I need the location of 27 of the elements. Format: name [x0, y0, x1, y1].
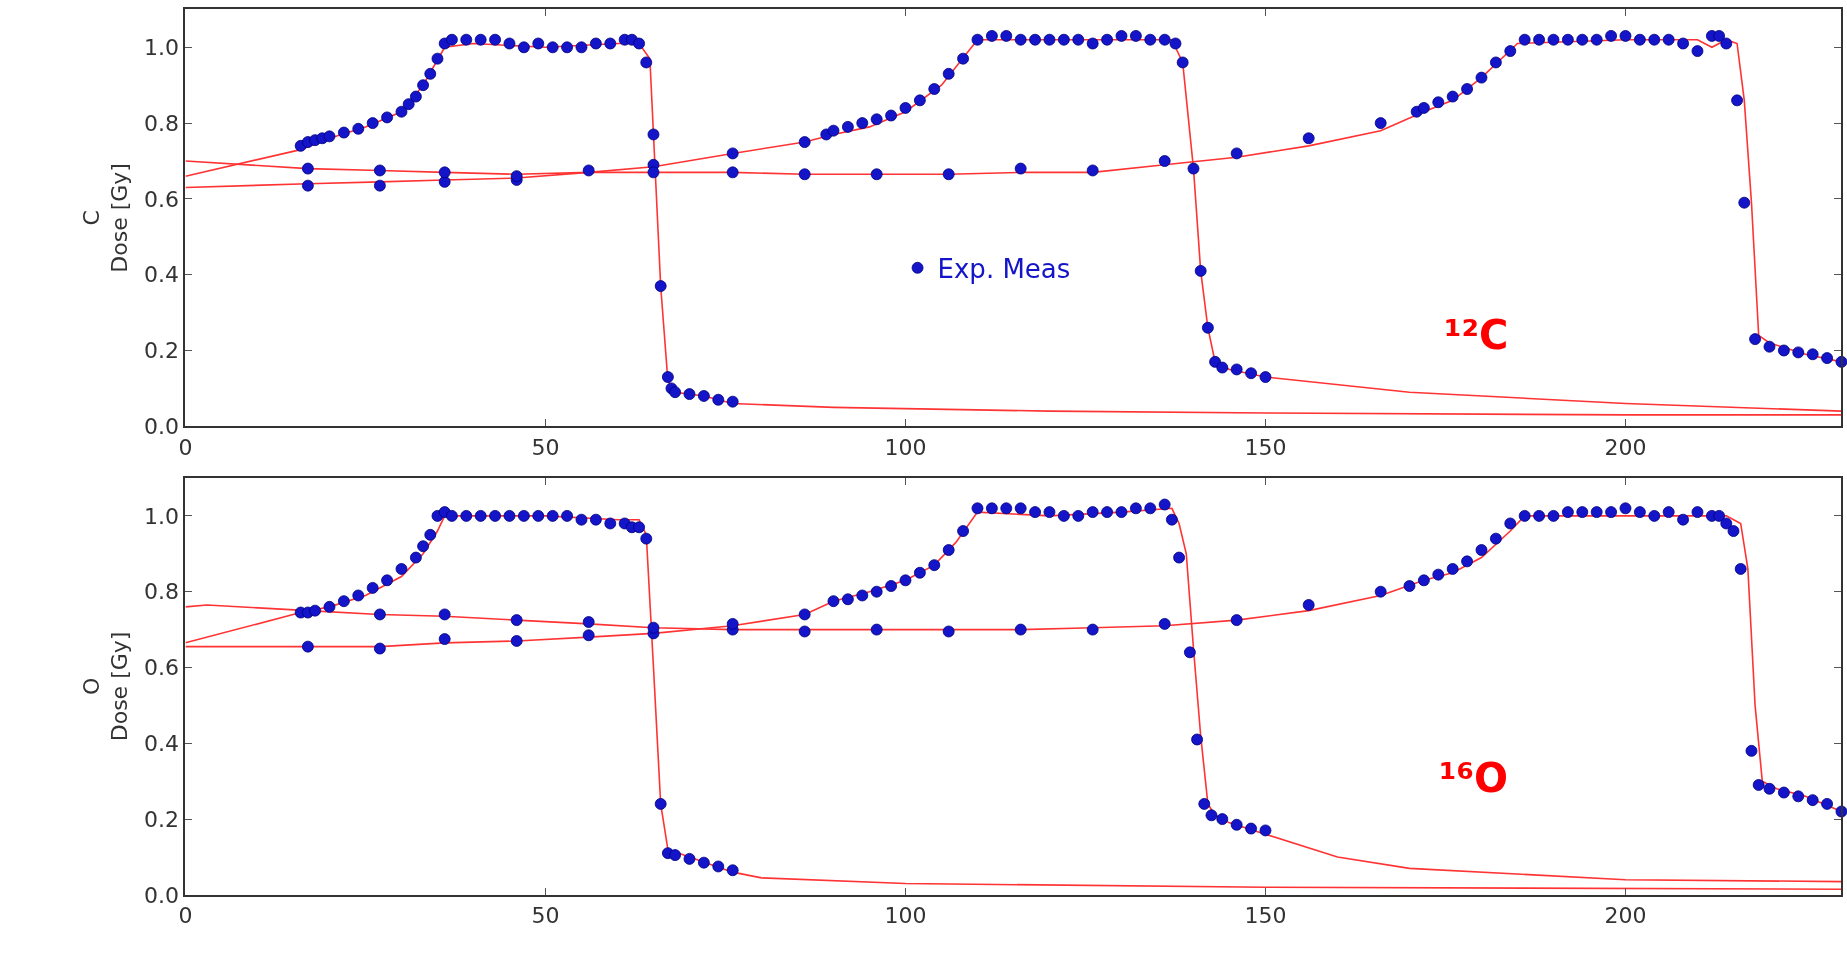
y-axis-title: C Dose [Gy] [78, 163, 133, 273]
x-tick-label: 50 [531, 434, 560, 460]
y-tick-label: 0.0 [144, 413, 180, 439]
x-tick-label: 0 [178, 434, 193, 460]
y-tick-label: 0.0 [144, 882, 180, 908]
x-tick-label: 150 [1244, 434, 1287, 460]
y-tick-label: 0.8 [144, 579, 180, 605]
x-tick-label: 0 [178, 903, 193, 929]
x-tick-label: 100 [884, 434, 927, 460]
y-tick-label: 0.6 [144, 186, 180, 212]
x-tick-label: 100 [884, 903, 927, 929]
y-tick-label: 0.4 [144, 730, 180, 756]
y-tick-label: 0.2 [144, 338, 180, 364]
y-tick-label: 0.4 [144, 262, 180, 288]
y-tick-label: 1.0 [144, 503, 180, 529]
y-tick-label: 1.0 [144, 35, 180, 60]
y-tick-label: 0.2 [144, 806, 180, 832]
y-tick-label: 0.8 [144, 110, 180, 136]
x-tick-label: 150 [1244, 903, 1287, 929]
x-tick-label: 200 [1604, 434, 1647, 460]
y-axis-title: O Dose [Gy] [78, 631, 133, 742]
annotation: ¹²C [1444, 312, 1509, 358]
x-tick-label: 200 [1604, 903, 1647, 929]
x-tick-label: 50 [531, 903, 560, 929]
legend-label: Exp. Meas [937, 253, 1071, 284]
annotation: ¹⁶O [1439, 755, 1509, 801]
y-tick-label: 0.6 [144, 655, 180, 681]
